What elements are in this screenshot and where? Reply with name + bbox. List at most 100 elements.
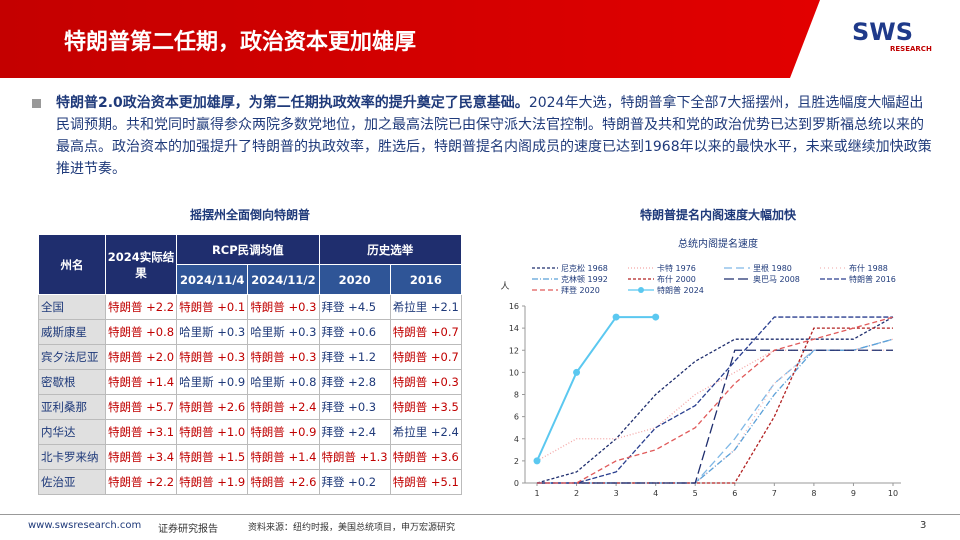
legend-label: 拜登 2020 (561, 285, 600, 295)
cell: 拜登 +0.2 (318, 469, 391, 495)
footer-tag: 证券研究报告 (158, 524, 218, 535)
cell: 亚利桑那 (38, 394, 106, 420)
cell: 全国 (38, 294, 106, 320)
th: 2016 (389, 264, 463, 295)
series-line (537, 327, 893, 484)
table: 州名 2024实际结果 RCP民调均值 历史选举 2024/11/4 2024/11/2… (38, 234, 463, 495)
page-number: 3 (920, 520, 927, 531)
legend-label: 尼克松 1968 (561, 263, 608, 273)
th: 2020 (318, 264, 391, 295)
series-marker (612, 313, 620, 321)
series-line (536, 338, 894, 462)
x-tick-label: 10 (888, 489, 898, 498)
cell: 特朗普 +3.6 (389, 444, 463, 470)
cell: 特朗普 +1.3 (318, 444, 391, 470)
cell: 北卡罗来纳 (38, 444, 106, 470)
cell: 特朗普 +2.6 (247, 469, 320, 495)
cell: 特朗普 +0.1 (176, 294, 249, 320)
legend-label: 奥巴马 2008 (753, 274, 800, 284)
table-title: 摇摆州全面倒向特朗普 (189, 208, 310, 222)
th: 2024实际结果 (104, 234, 178, 295)
y-axis-label: 人 (500, 281, 509, 292)
legend-label: 克林顿 1992 (561, 274, 608, 284)
cell: 特朗普 +1.5 (176, 444, 249, 470)
cell: 拜登 +2.4 (318, 419, 391, 445)
y-tick-label: 2 (514, 457, 519, 466)
cell: 特朗普 +0.3 (247, 344, 320, 370)
th: 2024/11/4 (176, 264, 249, 295)
cell: 哈里斯 +0.3 (247, 319, 320, 345)
logo-sub: RESEARCH (890, 45, 932, 53)
legend-label: 布什 1988 (849, 263, 888, 273)
cell: 特朗普 +0.3 (247, 294, 320, 320)
cell: 特朗普 +3.1 (104, 419, 178, 445)
body-text: 特朗普2.0政治资本更加雄厚，为第二任期执政效率的提升奠定了民意基础。2024年… (56, 92, 936, 180)
legend-marker (638, 287, 644, 293)
series-line (537, 349, 893, 484)
x-tick-label: 2 (574, 489, 579, 498)
header-banner (0, 0, 820, 78)
legend-label: 特朗普 2016 (849, 274, 896, 284)
cell: 特朗普 +1.4 (247, 444, 320, 470)
y-tick-label: 14 (509, 324, 519, 333)
cell: 拜登 +0.3 (318, 394, 391, 420)
legend-label: 卡特 1976 (657, 263, 696, 273)
y-tick-label: 0 (514, 479, 519, 488)
cell: 特朗普 +5.7 (104, 394, 178, 420)
x-tick-label: 5 (693, 489, 698, 498)
series-marker (533, 457, 541, 465)
legend-label: 里根 1980 (753, 263, 792, 273)
cell: 特朗普 +2.2 (104, 469, 178, 495)
x-tick-label: 3 (614, 489, 619, 498)
cell: 特朗普 +1.4 (104, 369, 178, 395)
chart-title: 特朗普提名内阁速度大幅加快 (640, 207, 797, 222)
cell: 特朗普 +1.9 (176, 469, 249, 495)
x-tick-label: 4 (653, 489, 658, 498)
legend-label: 布什 2000 (657, 274, 696, 284)
x-tick-label: 9 (851, 489, 856, 498)
th: 州名 (38, 234, 106, 295)
footer-source: 资料来源：纽约时报，美国总统项目，申万宏源研究 (248, 523, 456, 533)
logo: SWS (852, 18, 914, 46)
series-line (536, 316, 656, 462)
cell: 特朗普 +5.1 (389, 469, 463, 495)
body-bold: 特朗普2.0政治资本更加雄厚，为第二任期执政效率的提升奠定了民意基础。 (56, 95, 529, 111)
body-plain: 2024年大选，特朗普拿下全部7大摇摆州，且胜选幅度大幅超出民调预期。共和党同时… (56, 95, 932, 177)
chart-subtitle: 总统内阁提名速度 (678, 237, 758, 250)
footer-line (0, 514, 960, 515)
footer-url: www.swsresearch.com (28, 520, 142, 531)
x-tick-label: 6 (732, 489, 737, 498)
y-tick-label: 12 (509, 346, 519, 355)
cell: 特朗普 +2.2 (104, 294, 178, 320)
cell: 特朗普 +1.0 (176, 419, 249, 445)
cell: 希拉里 +2.1 (389, 294, 463, 320)
th: 2024/11/2 (247, 264, 320, 295)
y-tick-label: 4 (514, 435, 519, 444)
th: 历史选举 (318, 234, 463, 265)
x-tick-label: 7 (772, 489, 777, 498)
cell: 特朗普 +2.0 (104, 344, 178, 370)
cell: 内华达 (38, 419, 106, 445)
cell: 哈里斯 +0.8 (247, 369, 320, 395)
th: RCP民调均值 (176, 234, 320, 265)
cell: 拜登 +4.5 (318, 294, 391, 320)
series-line (536, 316, 894, 484)
cell: 特朗普 +2.4 (247, 394, 320, 420)
slide-title: 特朗普第二任期，政治资本更加雄厚 (64, 29, 417, 55)
x-tick-label: 8 (811, 489, 816, 498)
series-line (537, 316, 893, 484)
cell: 威斯康星 (38, 319, 106, 345)
cell: 哈里斯 +0.3 (176, 319, 249, 345)
cell: 特朗普 +3.5 (389, 394, 463, 420)
y-tick-label: 10 (509, 368, 519, 377)
series-marker (652, 313, 660, 321)
cell: 拜登 +1.2 (318, 344, 391, 370)
cell: 特朗普 +0.7 (389, 319, 463, 345)
cell: 特朗普 +0.8 (104, 319, 178, 345)
cell: 拜登 +0.6 (318, 319, 391, 345)
cell: 密歇根 (38, 369, 106, 395)
x-tick-label: 1 (534, 489, 539, 498)
cell: 宾夕法尼亚 (38, 344, 106, 370)
